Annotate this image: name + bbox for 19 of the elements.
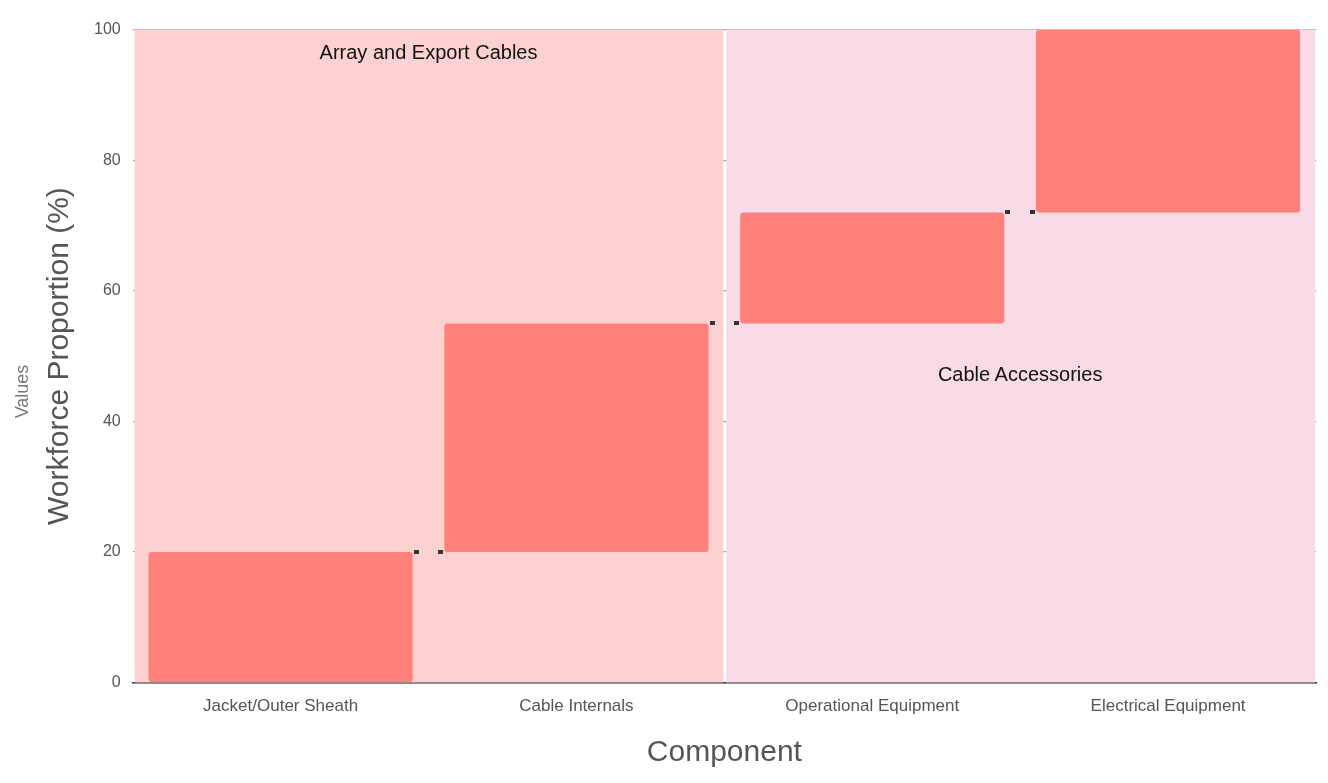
y-tick-label: 80 [102, 150, 121, 168]
bar [148, 552, 413, 682]
x-tick-label: Operational Equipment [785, 696, 960, 716]
bar [444, 323, 709, 552]
text: Values [12, 364, 34, 419]
y-tick-label: 40 [102, 411, 121, 429]
band-label: Array and Export Cables [319, 41, 538, 64]
y-tick-label: 0 [111, 673, 121, 691]
band-label: Cable Accessories [937, 363, 1103, 386]
x-tick-label: Jacket/Outer Sheath [203, 696, 359, 716]
x-axis-title: Component [646, 734, 803, 768]
x-tick-label: Electrical Equipment [1090, 696, 1246, 716]
x-tick-label: Cable Internals [519, 696, 634, 716]
y-tick-label: 100 [93, 20, 121, 38]
y-tick-label: 20 [102, 542, 121, 560]
bar [1036, 29, 1301, 213]
bar [740, 212, 1005, 324]
y-tick-label: 60 [102, 281, 121, 299]
y-axis-title: Workforce Proportion (%) [41, 187, 75, 526]
